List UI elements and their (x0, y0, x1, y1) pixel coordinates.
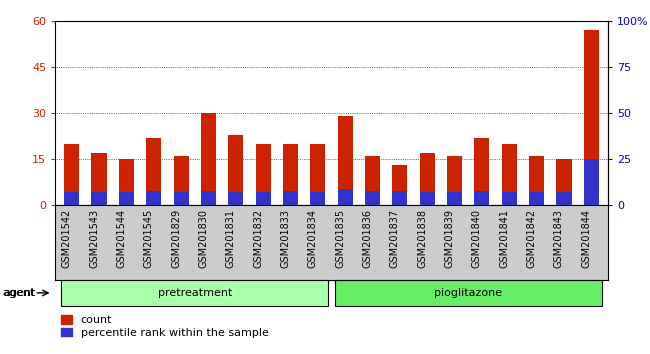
Bar (420, 153, 435, 205)
Bar (393, 190, 408, 205)
Bar (146, 138, 161, 205)
Bar (92, 153, 107, 205)
Bar (64, 193, 79, 205)
Text: GSM201831: GSM201831 (226, 209, 236, 268)
Bar (92, 193, 107, 205)
Bar (365, 190, 380, 205)
Bar (529, 156, 544, 205)
Text: GSM201841: GSM201841 (499, 209, 510, 268)
FancyBboxPatch shape (61, 280, 328, 306)
Bar (584, 159, 599, 205)
Bar (255, 193, 270, 205)
Bar (337, 189, 353, 205)
Text: GSM201844: GSM201844 (581, 209, 592, 268)
Text: GSM201543: GSM201543 (89, 209, 99, 268)
Bar (420, 193, 435, 205)
Text: GSM201830: GSM201830 (198, 209, 209, 268)
Bar (201, 113, 216, 205)
Bar (174, 193, 188, 205)
Bar (310, 193, 326, 205)
Text: GSM201544: GSM201544 (116, 209, 126, 268)
Bar (474, 190, 489, 205)
Text: GSM201840: GSM201840 (472, 209, 482, 268)
Bar (502, 144, 517, 205)
Bar (201, 190, 216, 205)
Text: GSM201834: GSM201834 (308, 209, 318, 268)
Bar (283, 190, 298, 205)
Bar (255, 144, 270, 205)
Text: GSM201843: GSM201843 (554, 209, 564, 268)
Bar (146, 190, 161, 205)
Bar (556, 193, 571, 205)
Text: pioglitazone: pioglitazone (434, 288, 502, 298)
Bar (64, 144, 79, 205)
Bar (365, 156, 380, 205)
Text: GSM201838: GSM201838 (417, 209, 427, 268)
FancyBboxPatch shape (335, 280, 602, 306)
Bar (584, 30, 599, 205)
Bar (393, 165, 408, 205)
Text: agent: agent (3, 288, 36, 298)
Text: GSM201542: GSM201542 (62, 209, 72, 268)
Bar (556, 159, 571, 205)
Text: GSM201839: GSM201839 (445, 209, 454, 268)
Bar (228, 135, 243, 205)
Bar (337, 116, 353, 205)
Bar (529, 193, 544, 205)
Bar (228, 193, 243, 205)
Bar (119, 193, 134, 205)
Bar (502, 193, 517, 205)
Bar (283, 144, 298, 205)
Text: GSM201545: GSM201545 (144, 209, 153, 268)
Bar (174, 156, 188, 205)
Bar (119, 159, 134, 205)
Text: GSM201836: GSM201836 (363, 209, 372, 268)
Text: GSM201842: GSM201842 (526, 209, 537, 268)
Legend: count, percentile rank within the sample: count, percentile rank within the sample (61, 315, 268, 338)
Bar (447, 193, 462, 205)
Text: GSM201829: GSM201829 (171, 209, 181, 268)
Text: pretreatment: pretreatment (157, 288, 232, 298)
Text: GSM201835: GSM201835 (335, 209, 345, 268)
Text: GSM201837: GSM201837 (390, 209, 400, 268)
Bar (474, 138, 489, 205)
Text: GSM201833: GSM201833 (280, 209, 291, 268)
Text: GSM201832: GSM201832 (253, 209, 263, 268)
Bar (310, 144, 326, 205)
Bar (447, 156, 462, 205)
Text: agent: agent (3, 288, 35, 298)
